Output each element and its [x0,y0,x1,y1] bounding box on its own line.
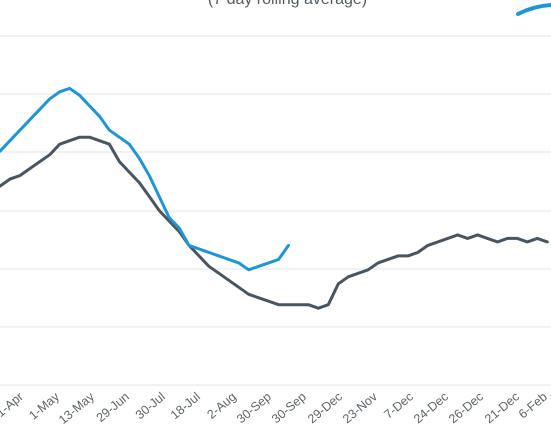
legend-fragment [516,3,551,16]
x-tick-label: 30-Jul [133,390,168,423]
x-tick-label: 24-Dec [411,390,451,427]
series-layer [0,86,549,310]
series-line-1 [0,86,290,272]
x-tick-label: 26-Dec [446,390,486,427]
x-tick-label: 7-Dec [381,390,416,422]
x-tick-label: 23-Nov [340,389,380,426]
gridlines [0,35,551,386]
x-tick-label: 2-Aug [204,390,239,422]
x-tick-label: 29-Jun [94,390,132,425]
x-tick-label: 2 [548,390,551,405]
series-line-0 [0,135,549,310]
x-tick-label: 13-May [56,389,98,427]
x-tick-label: 6-Feb [516,390,550,422]
x-tick-label: 29-Dec [305,390,345,427]
chart-subtitle: (7 day rolling average) [0,0,551,9]
x-tick-label: 1-Apr [0,390,26,420]
x-tick-label: 30-Sep [234,390,274,427]
x-tick-label: 21-Dec [482,390,522,427]
legend-swatch [516,3,551,16]
x-tick-label: 18-Jul [168,390,203,423]
x-tick-label: 30-Sep [269,390,309,427]
